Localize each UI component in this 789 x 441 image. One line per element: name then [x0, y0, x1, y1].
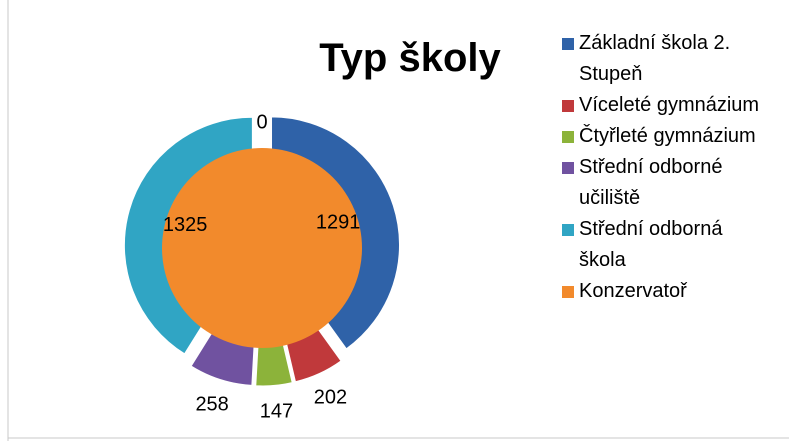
data-label: 1291	[316, 212, 361, 234]
legend-label: Víceleté gymnázium	[579, 94, 760, 116]
legend-swatch	[562, 162, 574, 174]
legend-item: Střední odborné učiliště	[562, 152, 772, 214]
data-label: 1325	[163, 214, 208, 236]
legend: Základní škola 2. Stupeň Víceleté gymnázi…	[562, 28, 772, 307]
chart-title: Typ školy	[319, 36, 501, 80]
legend-label: Střední odborné učiliště	[579, 156, 723, 209]
legend-swatch	[562, 131, 574, 143]
data-label: 0	[256, 111, 267, 133]
legend-label: Základní škola 2. Stupeň	[579, 32, 731, 85]
legend-item: Základní škola 2. Stupeň	[562, 28, 772, 90]
legend-item: Čtyřleté gymnázium	[562, 121, 772, 152]
data-label: 202	[314, 386, 347, 408]
data-label: 147	[260, 401, 293, 423]
legend-swatch	[562, 100, 574, 112]
legend-item: Víceleté gymnázium	[562, 90, 772, 121]
legend-swatch	[562, 224, 574, 236]
legend-label: Čtyřleté gymnázium	[579, 125, 756, 147]
legend-item: Střední odborná škola	[562, 214, 772, 276]
center-disc	[162, 148, 362, 348]
legend-label: Konzervatoř	[579, 280, 687, 302]
legend-swatch	[562, 38, 574, 50]
legend-swatch	[562, 286, 574, 298]
legend-label: Střední odborná škola	[579, 218, 723, 271]
legend-item: Konzervatoř	[562, 276, 772, 307]
data-label: 258	[195, 394, 228, 416]
